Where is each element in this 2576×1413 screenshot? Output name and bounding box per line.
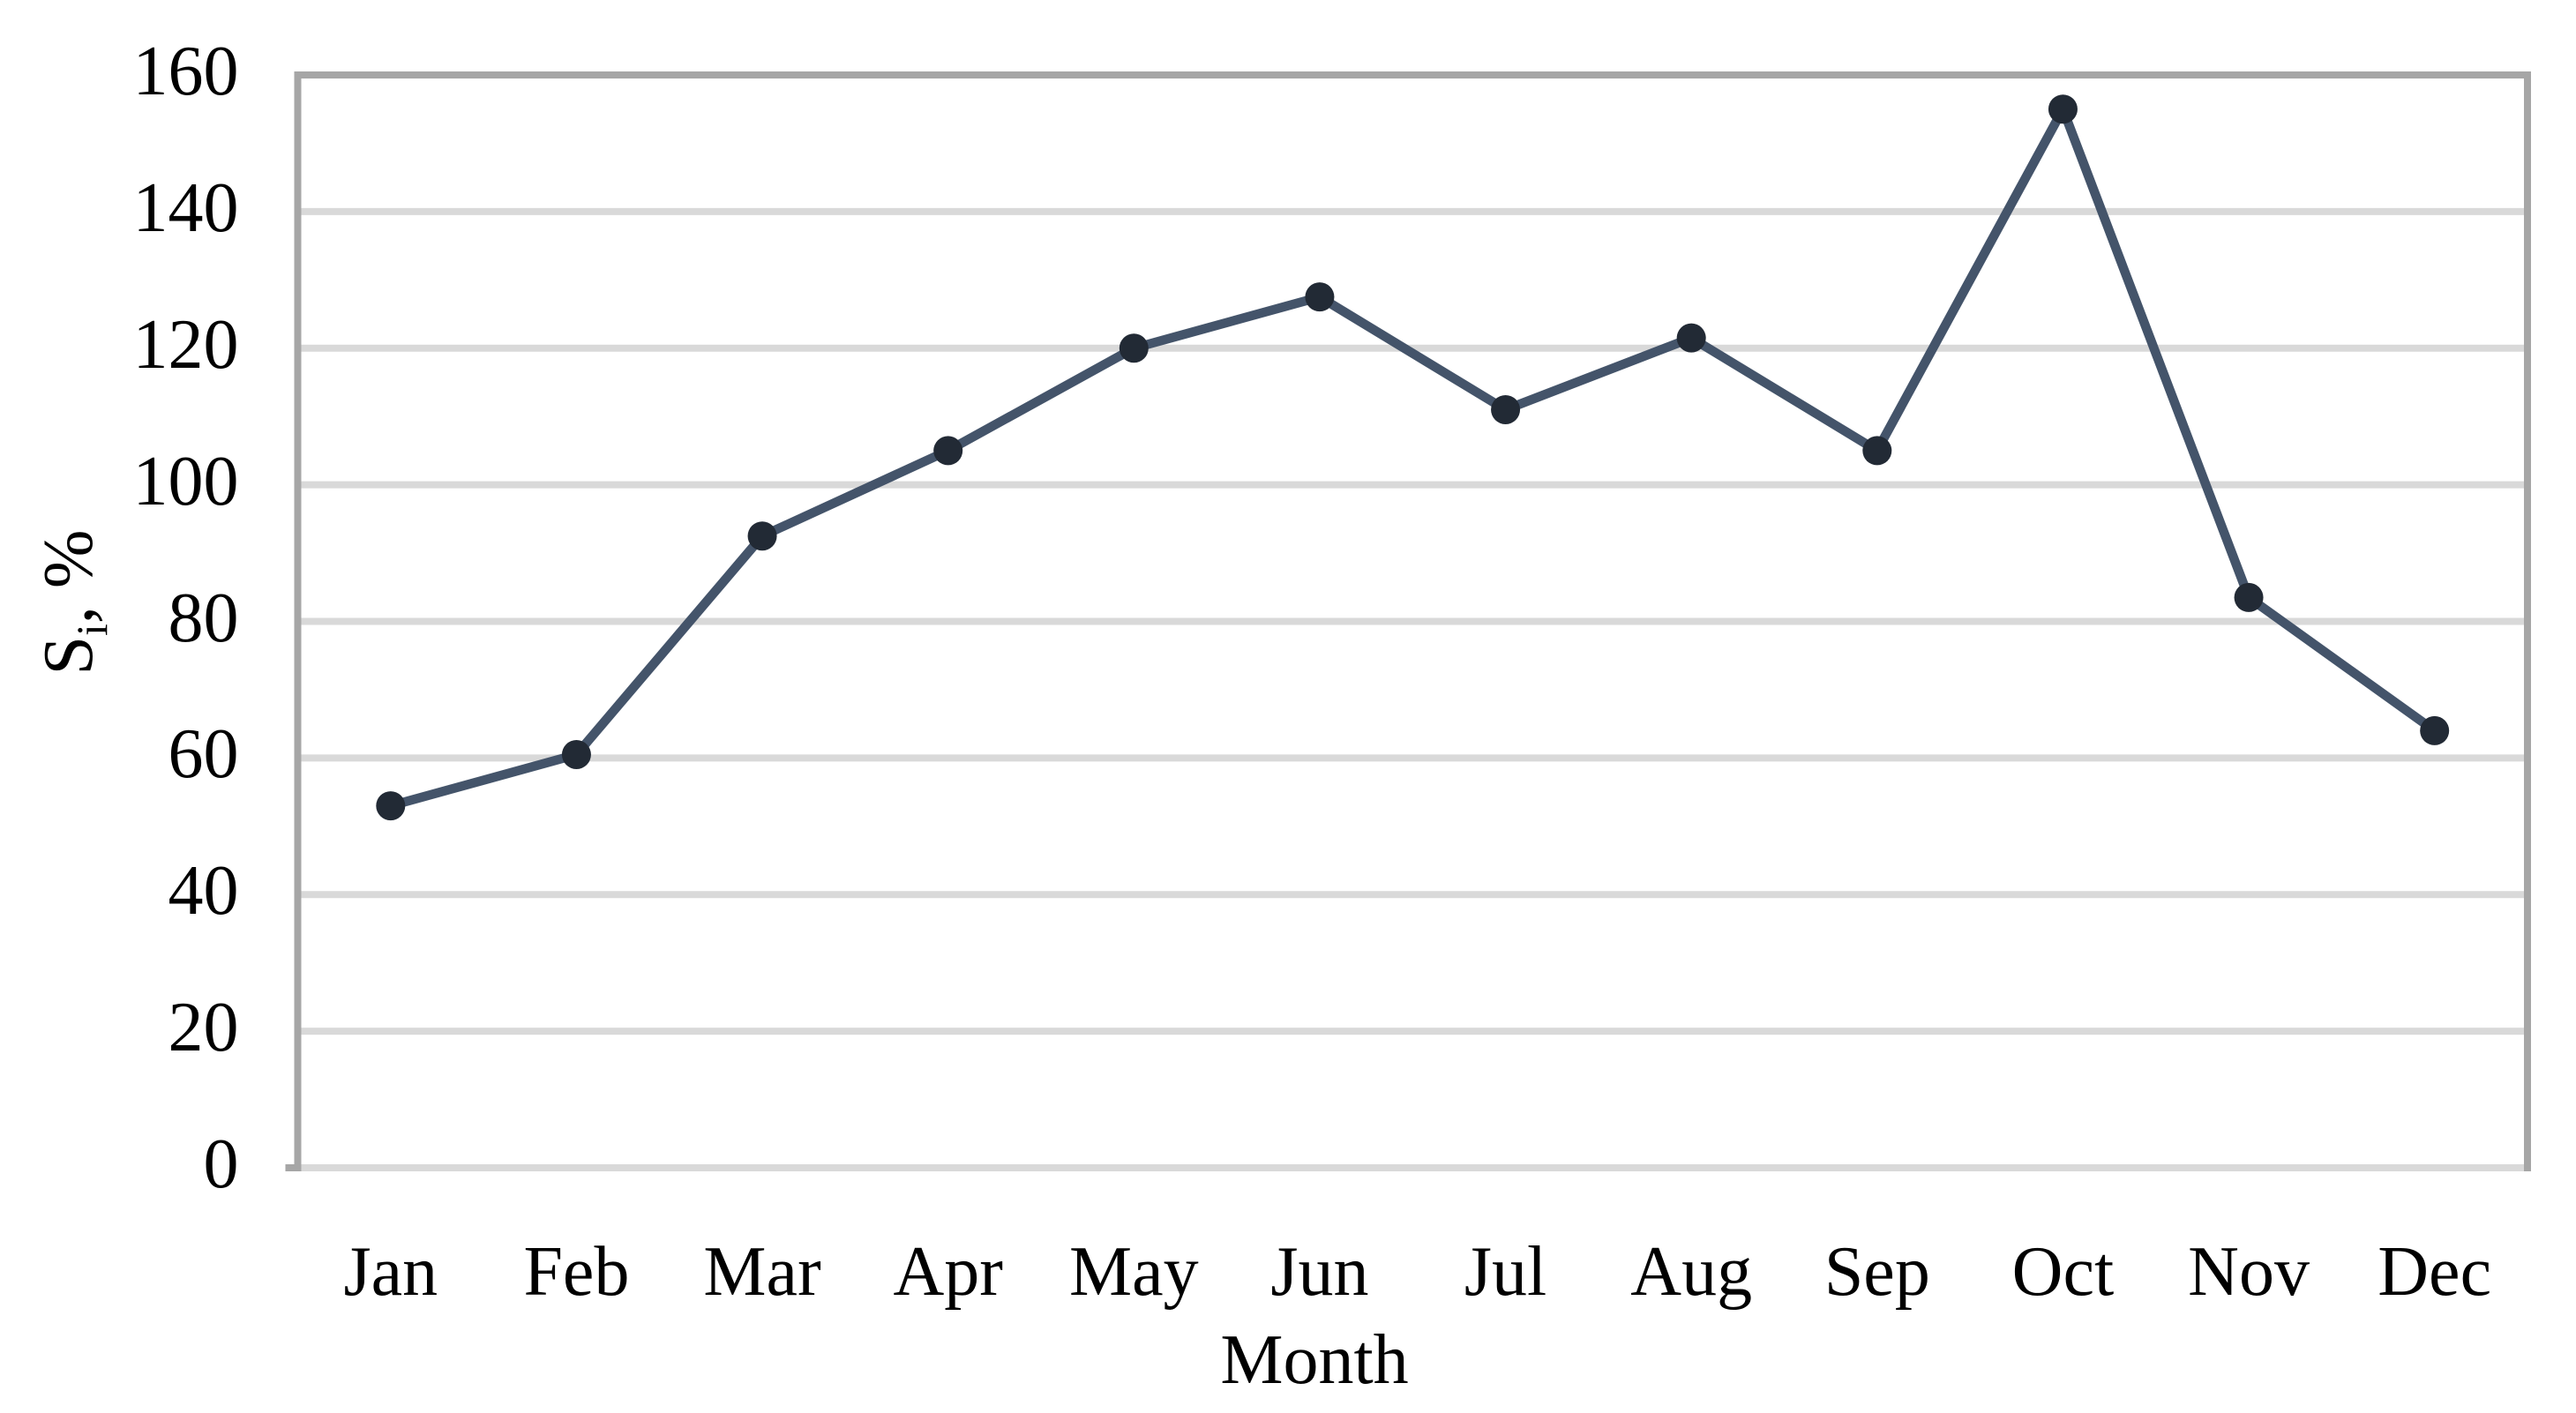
y-tick-label-20: 20	[168, 989, 239, 1067]
y-tick-label-100: 100	[132, 442, 239, 520]
x-tick-label-Jul: Jul	[1464, 1233, 1547, 1311]
x-tick-label-May: May	[1068, 1233, 1199, 1311]
data-point-Oct	[2048, 94, 2078, 124]
data-point-Sep	[1862, 436, 1892, 466]
data-point-Mar	[747, 521, 777, 551]
y-tick-label-80: 80	[168, 579, 239, 657]
data-point-Jul	[1491, 394, 1521, 424]
y-tick-label-60: 60	[168, 715, 239, 794]
y-tick-label-40: 40	[168, 852, 239, 931]
plot-border	[294, 71, 2531, 1171]
x-axis-title: Month	[1220, 1321, 1409, 1399]
x-tick-label-Nov: Nov	[2188, 1233, 2310, 1311]
data-point-May	[1119, 333, 1149, 363]
x-tick-label-Aug: Aug	[1630, 1233, 1753, 1311]
x-tick-label-Oct: Oct	[2011, 1233, 2115, 1311]
series-line-0	[386, 104, 2439, 811]
y-axis-title: Si, %	[30, 529, 116, 675]
y-axis-title-unit: , %	[30, 529, 108, 624]
x-tick-label-Mar: Mar	[703, 1233, 821, 1311]
data-point-Jun	[1305, 282, 1335, 312]
x-tick-label-Apr: Apr	[893, 1233, 1003, 1311]
data-point-Nov	[2234, 582, 2264, 612]
x-tick-label-Feb: Feb	[523, 1233, 630, 1311]
data-point-Apr	[933, 436, 963, 466]
y-tick-label-160: 160	[132, 33, 239, 110]
x-tick-label-Dec: Dec	[2378, 1233, 2492, 1311]
x-tick-label-Jan: Jan	[343, 1233, 438, 1311]
data-point-Feb	[561, 740, 591, 770]
y-tick-label-140: 140	[132, 168, 239, 247]
y-axis-title-base: S	[30, 635, 108, 675]
y-axis-title-subscript: i	[68, 623, 116, 636]
data-point-Aug	[1676, 323, 1706, 353]
y-tick-label-0: 0	[203, 1125, 239, 1203]
x-tick-label-Jun: Jun	[1270, 1233, 1369, 1311]
y-tick-label-120: 120	[132, 305, 239, 384]
data-point-Jan	[376, 791, 406, 821]
x-tick-label-Sep: Sep	[1823, 1233, 1930, 1311]
data-point-Dec	[2420, 715, 2450, 745]
